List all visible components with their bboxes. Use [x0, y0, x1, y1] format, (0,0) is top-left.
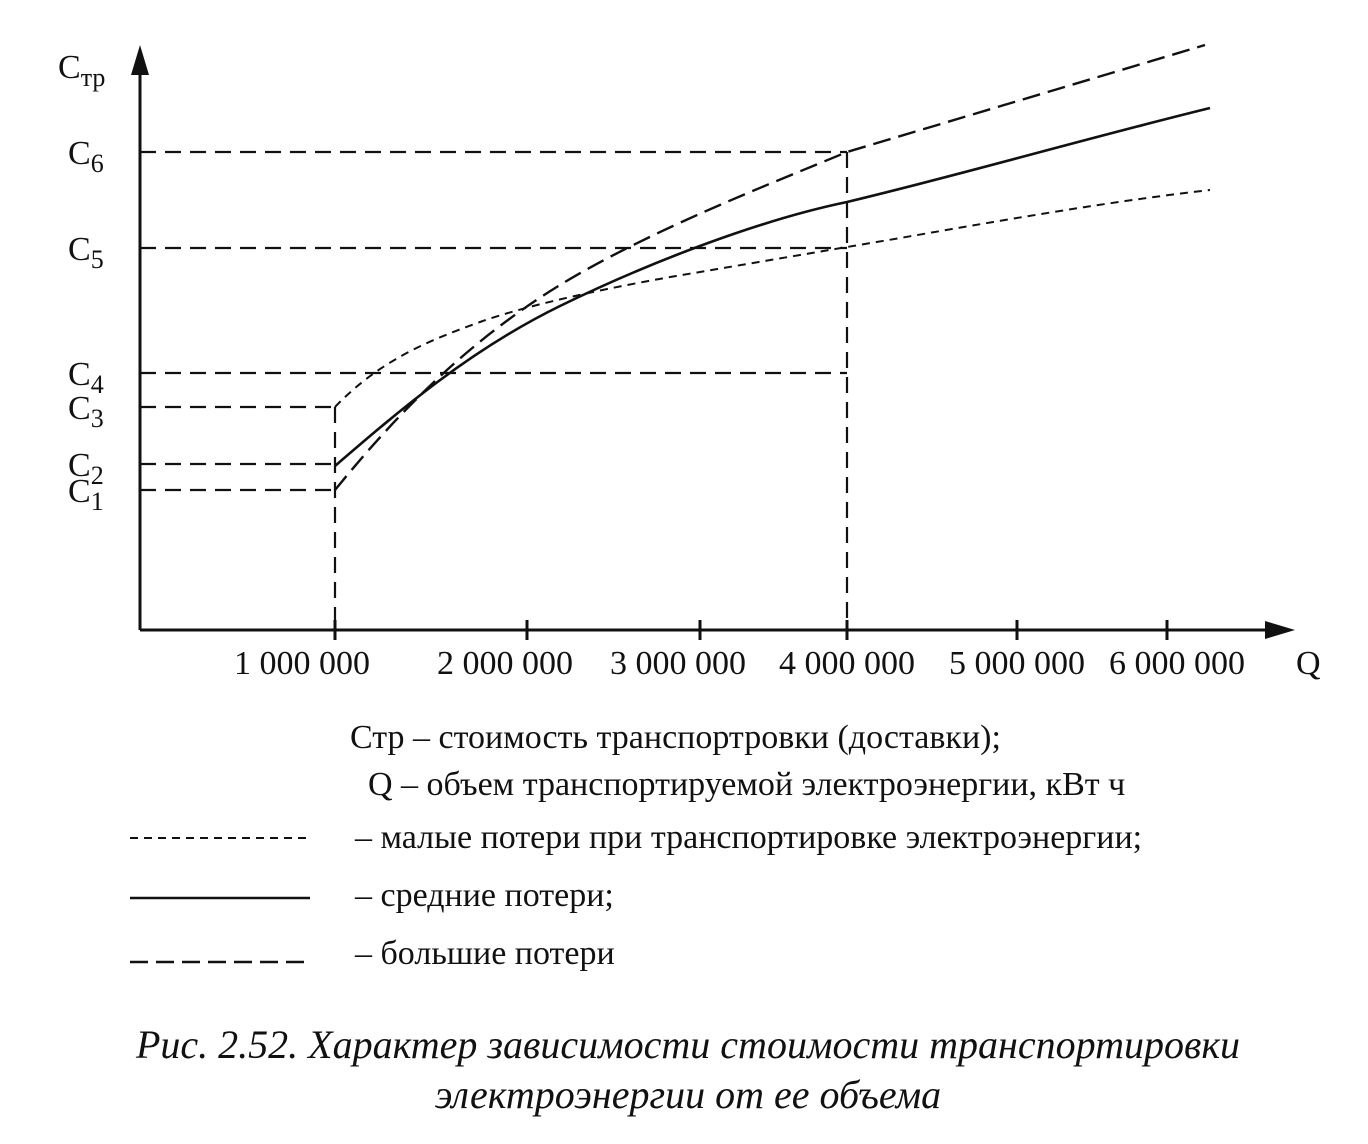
x-tick-label: 6 000 000	[1109, 645, 1245, 682]
y-tick-sub: 5	[91, 245, 104, 274]
y-tick-base: C	[68, 135, 91, 172]
y-tick-sub: 4	[91, 370, 104, 399]
y-tick-base: C	[68, 447, 91, 484]
y-tick-base: C	[68, 473, 91, 510]
y-arrow	[131, 45, 149, 75]
y-tick-label: C5	[68, 231, 104, 274]
x-axis-label: Q	[1296, 645, 1321, 682]
y-axis-label: Cтр	[58, 49, 105, 92]
note: Q – объем транспортируемой электроэнерги…	[368, 766, 1125, 803]
large-loss-curve	[334, 43, 1206, 491]
x-tick-label: 1 000 000	[234, 645, 370, 682]
small-loss-curve	[334, 189, 1211, 408]
y-tick-label: C2	[68, 447, 104, 490]
guide-lines	[140, 150, 849, 630]
x-arrow	[1265, 621, 1295, 639]
y-tick-sub: 3	[91, 404, 104, 433]
note: Стр – стоимость транспортровки (доставки…	[350, 719, 1001, 756]
x-tick-label: 4 000 000	[779, 645, 915, 682]
y-tick-label: C3	[68, 390, 104, 433]
y-tick-label: C6	[68, 135, 104, 178]
y-tick-sub: 6	[91, 149, 104, 178]
caption: Рис. 2.52. Характер зависимости стоимост…	[135, 1022, 1240, 1067]
y-tick-base: C	[68, 231, 91, 268]
y-tick-label: C1	[68, 473, 104, 516]
y-tick-sub: 1	[91, 487, 104, 516]
y-tick-label: C4	[68, 356, 104, 399]
x-tick-label: 3 000 000	[610, 645, 746, 682]
medium-loss-curve	[334, 106, 1211, 467]
x-tick-labels: 1 000 000 2 000 000 3 000 000 4 000 000 5 00…	[234, 645, 1245, 682]
y-tick-sub: 2	[91, 461, 104, 490]
y-tick-base: C	[68, 356, 91, 393]
y-tick-base: C	[68, 390, 91, 427]
legend-label: – средние потери;	[354, 877, 614, 914]
x-tick-label: 5 000 000	[949, 645, 1085, 682]
legend-label: – большие потери	[354, 935, 615, 972]
caption: электроэнергии от ее объема	[435, 1072, 941, 1117]
legend-label: – малые потери при транспортировке элект…	[354, 819, 1142, 856]
x-tick-label: 2 000 000	[437, 645, 573, 682]
